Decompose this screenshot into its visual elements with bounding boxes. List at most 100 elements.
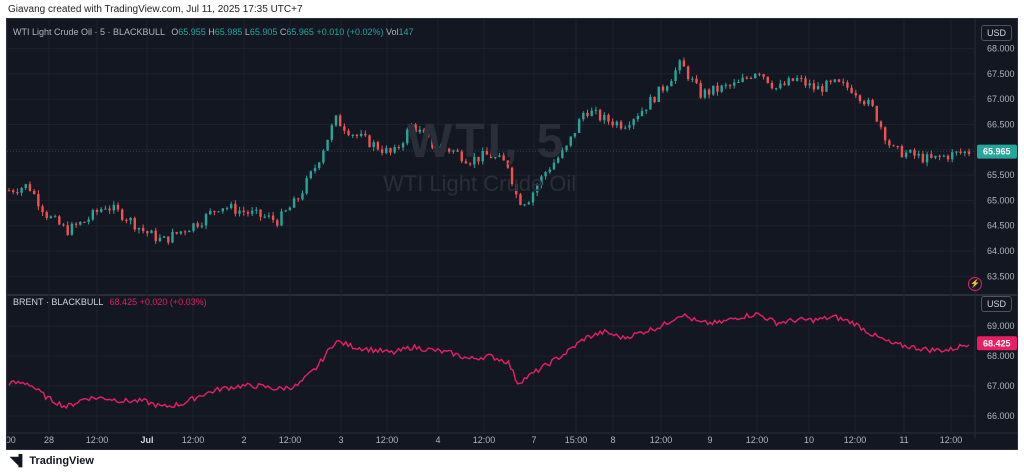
brent-price-tag-label: 68.425 [983,338,1011,348]
wti-candle-body [963,151,967,153]
chart-svg[interactable]: 68.000 67.500 67.000 66.500 66.000 65.500 65.0… [7,19,1017,449]
wti-candle-body [364,133,367,136]
wti-candle-body [108,208,111,211]
x-tick-label: 9 [707,435,712,445]
x-tick-label: 8 [610,435,615,445]
wti-candle-body [703,89,707,98]
tradingview-logo[interactable]: ◥▌ TradingView [10,454,94,467]
wti-candle-body [435,147,438,149]
lightning-icon[interactable]: ⚡ [968,277,982,291]
wti-candle-body [921,153,925,163]
wti-candle-body [930,154,933,158]
x-tick-label: 7 [531,435,536,445]
wti-candle-body [883,127,887,141]
wti-y-tick-label: 67.500 [987,69,1015,79]
wti-candle-body [389,148,392,153]
wti-candle-body [862,101,866,105]
wti-candle-body [154,230,157,242]
wti-candle-body [24,184,27,188]
wti-candle-body [171,232,174,243]
brent-legend-symbol: BRENT · BLACKBULL [13,297,104,307]
wti-candle-body [888,140,891,146]
wti-candle-body [217,211,220,213]
wti-candle-body [129,218,132,221]
wti-candle-body [724,85,728,87]
wti-candle-body [892,145,895,147]
wti-candle-body [494,156,497,159]
x-tick-label: 6:00 [7,435,16,445]
wti-candle-body [875,105,878,122]
wti-legend-symbol: WTI Light Crude Oil · 5 · BLACKBULL [13,27,165,37]
wti-candle-body [871,99,874,106]
wti-candle-body [125,219,128,221]
wti-candle-body [670,81,673,87]
wti-candle-body [318,162,321,169]
wti-candle-body [410,124,413,130]
wti-legend[interactable]: WTI Light Crude Oil · 5 · BLACKBULL O65.… [13,27,414,37]
wti-candle-body [791,78,795,81]
wti-legend-volume: 147 [398,27,414,37]
wti-candle-body [255,209,258,211]
wti-candle-body [263,216,266,218]
wti-candle-body [728,85,732,87]
x-tick-label: 12:00 [473,435,496,445]
wti-candle-body [112,204,116,211]
wti-candle-body [418,129,422,133]
wti-candle-body [645,109,648,111]
wti-currency-button[interactable]: USD [981,25,1013,41]
wti-candle-body [720,85,723,92]
wti-candle-body [787,78,790,86]
wti-candle-body [447,148,451,152]
wti-candle-body [502,155,505,161]
wti-candle-body [309,171,313,179]
x-tick-label: 10 [804,435,814,445]
wti-candle-body [431,137,434,148]
wti-candle-body [552,162,556,170]
wti-candle-body [779,83,782,89]
wti-candle-body [661,86,665,91]
x-tick-label: 28 [44,435,54,445]
wti-candle-body [896,146,899,148]
wti-candle-body [468,163,472,165]
wti-candle-body [481,151,484,162]
brent-legend-change: +0.020 (+0.03%) [139,297,207,307]
wti-candle-body [330,125,333,140]
wti-candle-body [305,178,308,194]
x-tick-label: 12:00 [844,435,867,445]
x-tick-label: 2 [241,435,246,445]
brent-legend[interactable]: BRENT · BLACKBULL 68.425 +0.020 (+0.03%) [13,297,207,307]
brent-y-tick-label: 68.000 [987,351,1015,361]
wti-candle-body [229,203,233,208]
wti-candle-body [577,119,581,133]
wti-candle-body [406,129,409,144]
wti-candle-body [762,74,765,77]
wti-candle-body [909,149,912,153]
watermark-name: WTI Light Crude Oil [383,171,577,196]
wti-candle-body [800,77,803,79]
wti-y-tick-label: 65.500 [987,170,1015,180]
wti-candle-body [246,212,250,214]
wti-y-tick-label: 68.000 [987,44,1015,54]
wti-candle-body [904,152,908,158]
wti-candle-body [712,85,715,95]
wti-candle-body [49,216,53,219]
tradingview-brand: TradingView [29,455,94,467]
wti-candle-body [456,150,459,152]
wti-candle-body [506,160,510,168]
brent-price-line [8,312,970,410]
wti-candle-body [758,73,761,75]
wti-y-tick-label: 66.500 [987,120,1015,130]
wti-candle-body [946,155,950,160]
wti-candle-body [691,78,694,80]
wti-candle-body [544,172,547,177]
wti-candle-body [439,145,442,148]
wti-candle-body [116,204,120,210]
chart-frame[interactable]: 68.000 67.500 67.000 66.500 66.000 65.500 65.0… [6,18,1018,450]
wti-candle-body [234,203,237,214]
wti-candle-body [586,112,589,117]
wti-candle-body [288,207,292,211]
wti-candle-body [334,115,338,126]
wti-legend-h-label: H [208,27,215,37]
wti-candle-body [967,151,971,154]
brent-currency-button[interactable]: USD [981,296,1013,312]
